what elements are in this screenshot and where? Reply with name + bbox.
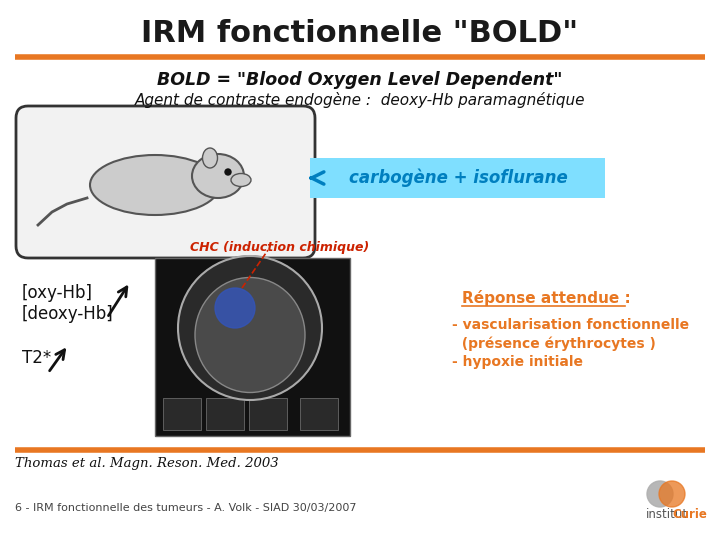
Text: (présence érythrocytes ): (présence érythrocytes ) [452,337,656,351]
Text: - hypoxie initiale: - hypoxie initiale [452,355,583,369]
Ellipse shape [231,173,251,186]
Text: CHC (induction chimique): CHC (induction chimique) [190,241,369,254]
Circle shape [647,481,673,507]
FancyBboxPatch shape [155,258,350,436]
FancyBboxPatch shape [300,398,338,430]
FancyBboxPatch shape [206,398,244,430]
Text: Curie: Curie [672,509,707,522]
FancyBboxPatch shape [163,398,201,430]
Text: Réponse attendue :: Réponse attendue : [462,290,631,306]
Ellipse shape [195,278,305,393]
Ellipse shape [90,155,220,215]
FancyBboxPatch shape [249,398,287,430]
Ellipse shape [202,148,217,168]
Text: - vascularisation fonctionnelle: - vascularisation fonctionnelle [452,318,689,332]
Text: BOLD = "Blood Oxygen Level Dependent": BOLD = "Blood Oxygen Level Dependent" [157,71,563,89]
Text: [deoxy-Hb]: [deoxy-Hb] [22,305,114,323]
Text: carbogène + isoflurane: carbogène + isoflurane [348,168,567,187]
Text: institut: institut [646,509,688,522]
Text: T2*: T2* [22,349,51,367]
Text: [oxy-Hb]: [oxy-Hb] [22,284,93,302]
Text: Thomas et al. Magn. Reson. Med. 2003: Thomas et al. Magn. Reson. Med. 2003 [15,456,279,469]
Text: 6 - IRM fonctionnelle des tumeurs - A. Volk - SIAD 30/03/2007: 6 - IRM fonctionnelle des tumeurs - A. V… [15,503,356,513]
Text: IRM fonctionnelle "BOLD": IRM fonctionnelle "BOLD" [141,18,579,48]
Circle shape [659,481,685,507]
FancyBboxPatch shape [16,106,315,258]
Circle shape [178,256,322,400]
Circle shape [225,169,231,175]
FancyBboxPatch shape [310,158,605,198]
Ellipse shape [192,154,244,198]
Text: Agent de contraste endogène :  deoxy-Hb paramagnétique: Agent de contraste endogène : deoxy-Hb p… [135,92,585,108]
Circle shape [215,288,255,328]
